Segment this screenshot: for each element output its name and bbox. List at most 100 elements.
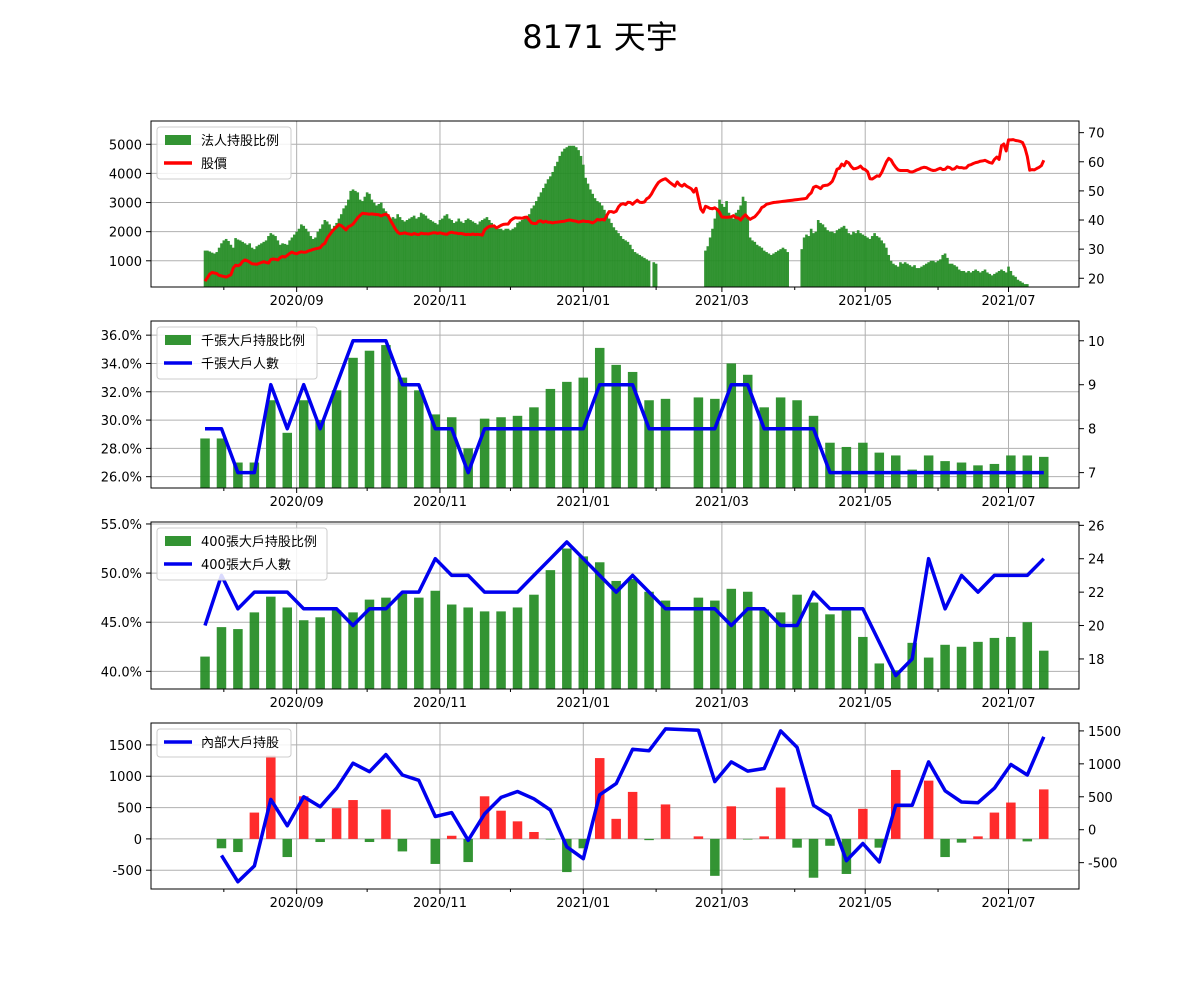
y-tick-label-left: 45.0%: [101, 616, 142, 631]
bar: [479, 418, 490, 488]
bar: [861, 234, 865, 287]
bar: [405, 220, 409, 287]
bar: [755, 244, 759, 287]
bar: [877, 237, 881, 287]
bar: [1016, 279, 1020, 287]
bar: [854, 233, 858, 287]
bar: [744, 201, 747, 287]
bar: [939, 259, 942, 287]
bar: [725, 201, 728, 287]
bar: [825, 442, 835, 488]
bar: [753, 241, 757, 287]
axes-frame: [150, 320, 1080, 489]
bar: [619, 236, 623, 287]
bar: [216, 838, 227, 849]
bar: [729, 215, 733, 287]
y-tick-label-left: 500: [117, 802, 142, 817]
panel-1: [146, 120, 1084, 292]
bar: [792, 594, 802, 689]
bar: [516, 222, 519, 287]
y-tick-label-right: 60: [1088, 156, 1105, 171]
bar: [962, 270, 966, 287]
bar: [899, 262, 902, 287]
bar: [956, 838, 967, 843]
bar: [342, 208, 345, 287]
bar: [335, 222, 338, 287]
bar: [769, 254, 773, 287]
bar: [502, 230, 505, 287]
bar: [715, 208, 719, 287]
bar: [901, 263, 905, 287]
legend-label: 400張大戶持股比例: [201, 535, 317, 550]
bar: [220, 243, 223, 287]
bar: [611, 364, 621, 488]
legend-box: [156, 527, 328, 581]
bar: [907, 642, 917, 689]
bar: [809, 228, 813, 287]
legend-label: 400張大戶人數: [201, 558, 291, 573]
bar: [448, 218, 451, 287]
chart-title: 8171 天宇: [522, 18, 678, 56]
bar: [967, 270, 970, 287]
bar: [586, 183, 590, 287]
bar: [318, 228, 322, 287]
bar: [868, 238, 872, 287]
bar: [849, 234, 853, 287]
bar: [397, 838, 408, 852]
series-line: [203, 540, 1046, 678]
bar: [821, 224, 825, 287]
bar: [833, 233, 836, 287]
bar: [973, 465, 983, 488]
bar: [534, 201, 538, 287]
bar: [496, 417, 506, 488]
bar: [479, 611, 490, 689]
bar: [479, 796, 490, 839]
bar: [529, 407, 539, 488]
bar: [298, 796, 309, 839]
bar: [710, 600, 720, 689]
bar: [887, 254, 891, 287]
bar: [562, 838, 572, 873]
bar: [375, 205, 378, 287]
bar: [321, 224, 324, 287]
bar: [710, 398, 720, 488]
y-tick-label-right: -500: [1088, 857, 1118, 872]
bar: [621, 238, 625, 287]
bar: [711, 228, 714, 287]
bar: [605, 214, 609, 287]
bar: [858, 442, 868, 488]
bar: [262, 241, 266, 287]
bar: [328, 224, 331, 287]
bar: [596, 201, 599, 287]
y-tick-label-left: 0: [134, 833, 142, 848]
bar: [331, 808, 342, 839]
bar: [819, 222, 822, 287]
bar: [812, 233, 815, 287]
bar: [282, 432, 293, 488]
bar: [487, 220, 491, 287]
bar: [924, 263, 928, 287]
bar: [660, 600, 671, 689]
bar: [354, 190, 357, 287]
legend-swatch: [165, 335, 191, 345]
bar: [216, 627, 227, 689]
y-tick-label-right: 50: [1088, 185, 1105, 200]
bar: [361, 201, 364, 287]
bar: [706, 246, 710, 287]
bar: [463, 838, 473, 863]
bar: [776, 250, 780, 287]
axes-frame: [150, 120, 1080, 288]
bar: [979, 272, 982, 287]
bar: [331, 610, 342, 689]
bar: [422, 214, 425, 287]
bar: [266, 755, 276, 839]
bar: [476, 224, 479, 287]
bar: [927, 262, 930, 287]
bar: [737, 209, 740, 287]
bar: [808, 838, 819, 878]
bar: [603, 209, 606, 287]
bar: [234, 238, 237, 287]
bar: [713, 218, 717, 287]
bar: [527, 214, 531, 287]
x-tick-label: 2020/09: [270, 495, 324, 510]
